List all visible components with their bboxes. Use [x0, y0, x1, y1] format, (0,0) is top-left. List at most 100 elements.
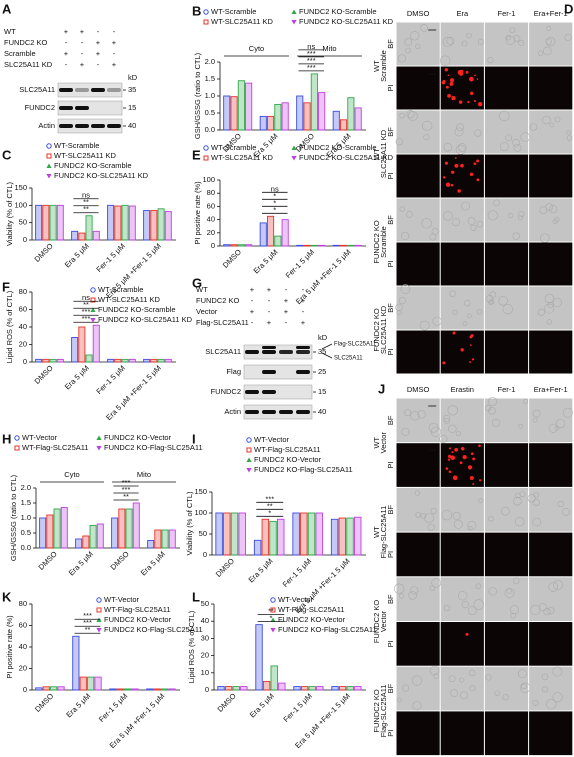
micrograph — [484, 532, 529, 577]
cell-texture — [427, 523, 435, 531]
group-label: Cyto — [249, 44, 264, 53]
y-tick-label: 0 — [23, 357, 27, 366]
cell-texture — [494, 690, 500, 696]
significance-label: *** — [307, 56, 316, 65]
cell-texture — [562, 407, 573, 418]
condition-sign: + — [64, 49, 69, 58]
x-tick-label: DMSO — [214, 556, 236, 578]
pi-signal — [476, 178, 480, 182]
cell-texture — [554, 116, 561, 123]
column-label: DMSO — [407, 385, 430, 394]
group-label: Cyto — [64, 470, 79, 479]
bar — [35, 358, 43, 363]
legend-marker — [203, 145, 209, 151]
pi-signal — [454, 447, 459, 452]
micrograph — [440, 398, 484, 443]
micrograph — [529, 66, 573, 110]
significance-label: *** — [307, 49, 316, 58]
bar — [128, 205, 136, 241]
column-label: Era+Fer-1 — [534, 385, 568, 394]
blot-strip — [243, 344, 313, 360]
significance-label: * — [270, 614, 273, 623]
channel-label: BF — [386, 303, 395, 313]
blot-band — [245, 410, 259, 414]
pi-signal — [469, 361, 471, 364]
group-label: FUNDC2 KO — [372, 308, 381, 352]
bar — [82, 535, 90, 549]
blot-band — [59, 88, 73, 92]
bar — [230, 512, 239, 556]
cell-texture — [452, 309, 458, 315]
channel-label: BF — [386, 215, 395, 225]
group-label: Scramble — [379, 50, 388, 82]
bar — [96, 523, 104, 549]
bar — [315, 512, 323, 556]
cell-texture — [469, 685, 476, 692]
y-axis-label: GSH/GSSG (ratio to CTL) — [9, 474, 18, 561]
bar — [53, 508, 61, 549]
blot-strip — [243, 384, 313, 400]
bar — [50, 686, 58, 691]
pi-signal — [454, 157, 457, 159]
bar — [215, 512, 223, 556]
pi-signal — [444, 161, 449, 165]
condition-sign: + — [80, 60, 85, 69]
micrograph — [484, 443, 529, 487]
pi-signal — [451, 95, 456, 101]
bar — [164, 211, 172, 241]
kd-label: 15 — [128, 103, 136, 112]
x-tick-label: Fer-1 5 μM — [94, 363, 126, 395]
y-tick-label: 1.0 — [21, 513, 31, 522]
bar — [72, 635, 80, 691]
pi-signal — [449, 78, 455, 83]
cell-texture — [537, 308, 545, 316]
significance-label: ** — [83, 205, 89, 214]
blot-band — [245, 390, 259, 394]
cell-texture — [457, 143, 467, 152]
cell-texture — [537, 50, 544, 56]
bar — [168, 688, 176, 691]
legend-marker — [96, 435, 102, 440]
band-label: Actin — [224, 407, 241, 416]
pi-signal — [449, 82, 454, 86]
cell-texture — [548, 582, 559, 592]
cell-texture — [398, 297, 406, 305]
significance-label: *** — [307, 63, 316, 72]
micrograph — [529, 622, 573, 666]
cell-texture — [402, 684, 410, 692]
bar — [125, 508, 133, 549]
cell-texture — [452, 218, 461, 227]
panel-letter: I — [192, 431, 196, 446]
bar — [161, 688, 169, 691]
bar-chart: K 0 20 40 60 80 PI positive rate (%) DMSO Era 5 … — [2, 589, 203, 750]
side-label: Flag-SLC25A11 — [334, 342, 377, 348]
legend-marker — [270, 597, 276, 603]
condition-label: WT — [196, 285, 208, 294]
legend-marker — [46, 174, 52, 179]
condition-sign: + — [284, 296, 289, 305]
bar — [35, 204, 43, 241]
cell-texture — [512, 577, 520, 585]
legend-label: WT-Flag-SLC25A11 — [104, 605, 171, 614]
channel-label: PI — [386, 348, 395, 355]
pi-signal — [469, 172, 474, 177]
panel-letter: L — [192, 589, 200, 604]
bar — [150, 210, 158, 241]
significance-label: *** — [82, 307, 91, 316]
cell-texture — [552, 219, 558, 224]
significance-label: *** — [83, 611, 92, 620]
y-tick-label: 0 — [211, 241, 215, 250]
bar — [347, 244, 355, 247]
y-tick-label: 0.5 — [205, 108, 215, 117]
y-tick-label: 0 — [23, 235, 27, 244]
pi-signal — [457, 189, 461, 193]
y-axis-label: PI positive rate (%) — [5, 615, 14, 679]
cell-texture — [397, 697, 402, 703]
channel-label: PI — [386, 172, 395, 179]
micrograph — [440, 198, 484, 242]
cell-texture — [518, 211, 525, 218]
cell-texture — [532, 700, 539, 706]
pi-signal — [460, 163, 464, 168]
